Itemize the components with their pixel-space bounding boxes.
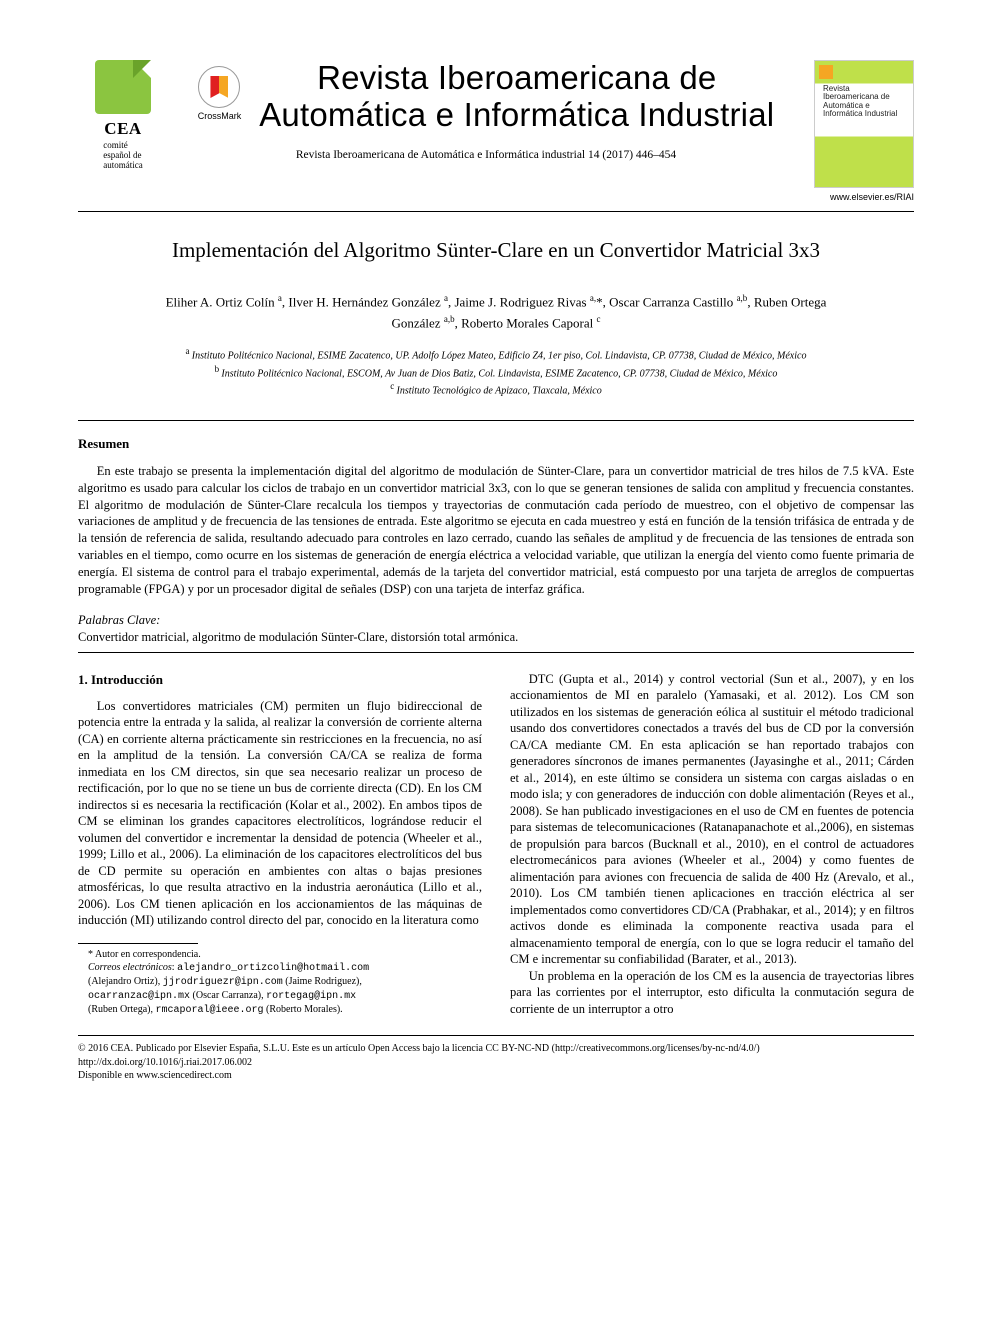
cea-logo: CEA comité español de automática [78,60,168,171]
cea-sub-3: automática [103,160,142,170]
keywords-label: Palabras Clave: [78,612,914,629]
journal-cover: Revista Iberoamericana de Automática e I… [804,60,914,203]
email-4-name: (Ruben Ortega), [88,1004,155,1015]
section-1-p3: Un problema en la operación de los CM es… [510,968,914,1018]
abstract-bottom-rule [78,652,914,653]
abstract-top-rule [78,420,914,421]
crossmark-icon [198,66,240,108]
author-2: , Ilver H. Hernández González [282,295,444,310]
copyright-block: © 2016 CEA. Publicado por Elsevier Españ… [78,1042,914,1083]
crossmark[interactable]: CrossMark [198,66,242,122]
email-3-name: (Oscar Carranza), [190,990,266,1001]
cea-logo-sub: comité español de automática [103,141,142,171]
crossmark-label: CrossMark [198,110,242,122]
cover-thumbnail: Revista Iberoamericana de Automática e I… [814,60,914,188]
availability-line: Disponible en www.sciencedirect.com [78,1069,914,1083]
body-columns: 1. Introducción Los convertidores matric… [78,671,914,1018]
abstract-text: En este trabajo se presenta la implement… [78,463,914,598]
email-2-name: (Jaime Rodriguez), [283,976,362,987]
authors: Eliher A. Ortiz Colín a, Ilver H. Hernán… [78,292,914,332]
author-3: , Jaime J. Rodriguez Rivas [448,295,590,310]
emails-block: Correos electrónicos: alejandro_ortizcol… [88,961,482,1017]
section-1-heading: 1. Introducción [78,671,482,688]
header-rule [78,211,914,212]
cea-logo-text: CEA [104,118,141,141]
journal-line-2: Automática e Informática Industrial [259,96,774,133]
author-5b: González [392,315,444,330]
email-1: alejandro_ortizcolin@hotmail.com [177,963,369,974]
footnotes: * Autor en correspondencia. Correos elec… [78,948,482,1017]
cover-url: www.elsevier.es/RIAI [830,191,914,203]
cea-badge-icon [95,60,151,114]
section-1-p1: Los convertidores matriciales (CM) permi… [78,698,482,929]
article-title: Implementación del Algoritmo Sünter-Clar… [78,236,914,264]
email-5: rmcaporal@ieee.org [155,1005,263,1016]
affiliation-c: Instituto Tecnológico de Apizaco, Tlaxca… [397,386,602,397]
email-2: jjrodriguezr@ipn.com [163,977,283,988]
email-1-name: (Alejandro Ortiz), [88,976,163,987]
author-5a: , Ruben Ortega [747,295,826,310]
affiliation-a: Instituto Politécnico Nacional, ESIME Za… [192,350,807,361]
affiliation-b: Instituto Politécnico Nacional, ESCOM, A… [221,368,777,379]
email-3: ocarranzac@ipn.mx [88,991,190,1002]
copyright-line-1: © 2016 CEA. Publicado por Elsevier Españ… [78,1042,914,1056]
header-center: CrossMark Revista Iberoamericana de Auto… [168,60,804,163]
journal-name: Revista Iberoamericana de Automática e I… [259,60,774,134]
author-4: , Oscar Carranza Castillo [603,295,737,310]
emails-label: Correos electrónicos [88,962,172,973]
footer-rule [78,1035,914,1036]
affiliations: a Instituto Politécnico Nacional, ESIME … [78,345,914,398]
section-1-p2: DTC (Gupta et al., 2014) y control vecto… [510,671,914,968]
author-4-aff: a,b [737,293,748,303]
email-5-name: (Roberto Morales). [264,1004,343,1015]
cea-sub-2: español de [103,150,141,160]
cover-title: Revista Iberoamericana de Automática e I… [823,85,907,119]
footnote-rule [78,943,198,944]
cea-sub-1: comité [103,140,128,150]
corresponding-note: * Autor en correspondencia. [88,948,482,961]
journal-line-1: Revista Iberoamericana de [317,59,716,96]
abstract-body: En este trabajo se presenta la implement… [78,463,914,598]
author-5-aff: a,b [444,314,455,324]
author-6-aff: c [596,314,600,324]
author-1: Eliher A. Ortiz Colín [166,295,278,310]
page-header: CEA comité español de automática CrossMa… [78,60,914,203]
abstract-heading: Resumen [78,435,914,453]
email-4: rortegag@ipn.mx [266,991,356,1002]
citation-line: Revista Iberoamericana de Automática e I… [296,148,676,164]
author-6: , Roberto Morales Caporal [455,315,597,330]
doi-line: http://dx.doi.org/10.1016/j.riai.2017.06… [78,1056,914,1070]
keywords-text: Convertidor matricial, algoritmo de modu… [78,629,914,646]
